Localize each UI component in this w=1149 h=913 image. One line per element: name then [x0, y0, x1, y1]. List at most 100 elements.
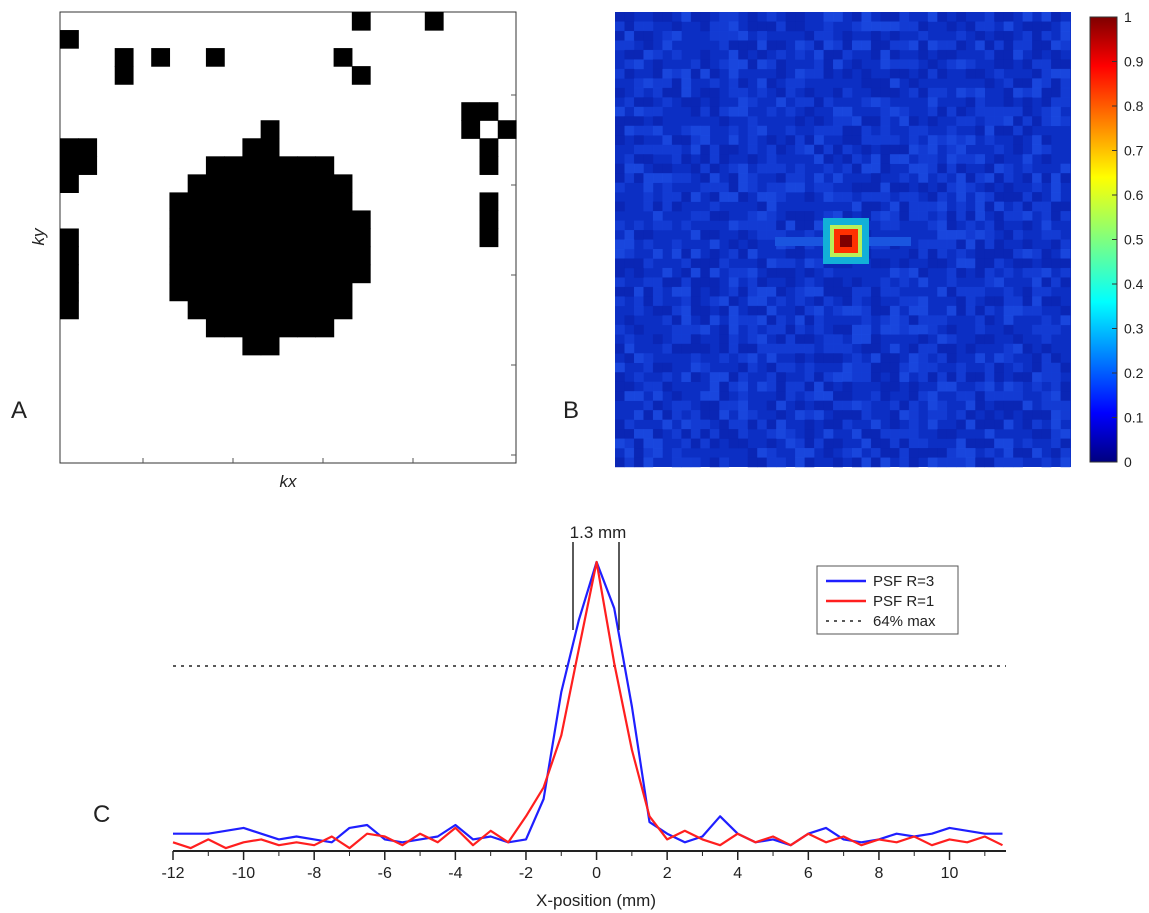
psf-noise-cell [823, 296, 834, 307]
psf-noise-cell [880, 78, 891, 89]
psf-noise-cell [908, 391, 919, 401]
psf-noise-cell [681, 154, 692, 164]
psf-noise-cell [662, 163, 673, 174]
psf-noise-cell [823, 448, 834, 458]
psf-noise-cell [1003, 305, 1014, 316]
psf-noise-cell [1060, 116, 1071, 127]
psf-noise-cell [785, 429, 796, 439]
psf-noise-cell [709, 78, 720, 89]
psf-noise-cell [984, 429, 995, 439]
psf-noise-cell [671, 248, 682, 259]
psf-noise-cell [927, 400, 938, 411]
psf-noise-cell [937, 87, 948, 98]
psf-noise-cell [908, 381, 919, 392]
psf-noise-cell [1041, 68, 1052, 79]
psf-noise-cell [984, 248, 995, 259]
mask-cell [278, 318, 298, 338]
psf-noise-cell [927, 116, 938, 127]
psf-noise-cell [643, 144, 654, 155]
psf-noise-cell [728, 372, 739, 382]
psf-noise-cell [709, 296, 720, 307]
psf-noise-cell [690, 277, 701, 288]
psf-noise-cell [1060, 277, 1071, 288]
psf-noise-cell [908, 362, 919, 373]
psf-noise-cell [1022, 201, 1033, 212]
psf-noise-cell [804, 457, 815, 468]
mask-cell [260, 156, 280, 175]
psf-noise-cell [738, 78, 749, 89]
psf-noise-cell [652, 12, 663, 22]
psf-noise-cell [899, 144, 910, 155]
psf-noise-cell [690, 59, 701, 70]
psf-noise-cell [681, 343, 692, 354]
psf-noise-cell [946, 154, 957, 164]
psf-noise-cell [889, 40, 900, 51]
psf-noise-cell [681, 248, 692, 259]
psf-noise-cell [776, 21, 786, 32]
psf-noise-cell [747, 220, 758, 231]
psf-noise-cell [880, 163, 891, 174]
psf-noise-cell [927, 391, 938, 401]
psf-noise-cell [709, 201, 720, 212]
psf-noise-cell [814, 381, 824, 392]
psf-noise-cell [956, 239, 967, 250]
psf-noise-cell [1022, 163, 1033, 174]
psf-noise-cell [1032, 419, 1042, 430]
psf-noise-cell [899, 116, 910, 127]
psf-noise-cell [785, 87, 796, 98]
psf-noise-cell [652, 68, 663, 79]
psf-noise-cell [1041, 220, 1052, 231]
psf-noise-cell [889, 362, 900, 373]
psf-noise-cell [1041, 429, 1052, 439]
psf-noise-cell [709, 87, 720, 98]
psf-noise-cell [785, 334, 796, 345]
psf-noise-cell [738, 438, 749, 449]
mask-cell [60, 228, 79, 248]
psf-noise-cell [615, 438, 625, 449]
psf-noise-cell [1013, 400, 1023, 411]
psf-noise-cell [766, 343, 777, 354]
series-line-psf-r1 [172, 560, 1003, 850]
psf-noise-cell [757, 192, 767, 202]
psf-noise-cell [728, 277, 739, 288]
psf-noise-cell [709, 154, 720, 164]
psf-noise-cell [946, 211, 957, 221]
psf-noise-cell [814, 135, 824, 146]
psf-noise-cell [984, 125, 995, 136]
psf-noise-cell [851, 125, 862, 136]
psf-noise-cell [728, 106, 739, 117]
psf-noise-cell [662, 182, 673, 193]
psf-noise-cell [700, 12, 711, 22]
psf-noise-cell [851, 362, 862, 373]
psf-noise-cell [671, 192, 682, 202]
psf-noise-cell [927, 372, 938, 382]
psf-noise-cell [927, 457, 938, 468]
mask-cell [278, 300, 298, 320]
psf-noise-cell [643, 125, 654, 136]
psf-noise-cell [984, 116, 995, 127]
psf-noise-cell [946, 343, 957, 354]
psf-noise-cell [823, 192, 834, 202]
psf-noise-cell [1013, 116, 1023, 127]
psf-noise-cell [1041, 334, 1052, 345]
psf-noise-cell [624, 457, 635, 468]
psf-noise-cell [719, 381, 730, 392]
psf-noise-cell [880, 192, 891, 202]
psf-noise-cell [851, 372, 862, 382]
psf-noise-cell [776, 59, 786, 70]
psf-noise-cell [700, 182, 711, 193]
psf-noise-cell [975, 353, 985, 364]
psf-noise-cell [690, 230, 701, 240]
psf-noise-cell [842, 106, 853, 117]
mask-cell [315, 300, 335, 320]
psf-noise-cell [984, 448, 995, 458]
psf-noise-cell [728, 400, 739, 411]
psf-noise-cell [956, 135, 967, 146]
psf-noise-cell [785, 173, 796, 183]
psf-noise-cell [956, 87, 967, 98]
psf-noise-cell [728, 173, 739, 183]
mask-cell [224, 156, 243, 175]
psf-noise-cell [946, 381, 957, 392]
psf-noise-cell [984, 296, 995, 307]
psf-noise-cell [851, 400, 862, 411]
